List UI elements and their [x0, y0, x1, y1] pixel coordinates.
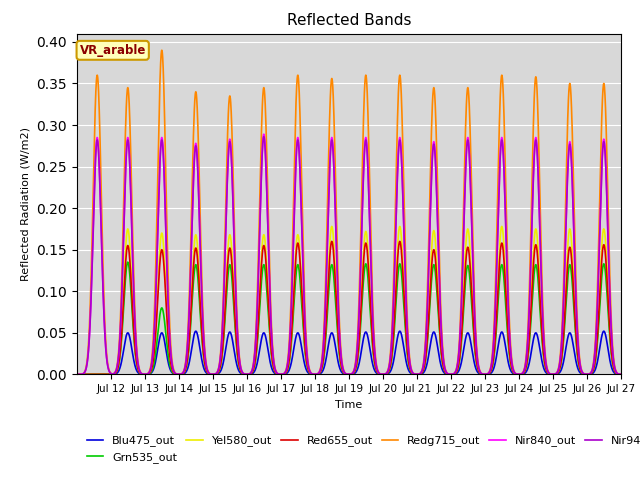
X-axis label: Time: Time	[335, 400, 362, 409]
Nir840_out	[611, 365, 619, 371]
Yel580_out	[419, 369, 426, 374]
Nir840_out	[260, 132, 268, 137]
Yel580_out	[467, 251, 474, 257]
Red655_out	[73, 372, 81, 377]
Nir945_out	[419, 367, 426, 372]
Y-axis label: Reflected Radiation (W/m2): Reflected Radiation (W/m2)	[20, 127, 31, 281]
Red655_out	[467, 269, 474, 275]
Grn535_out	[419, 369, 426, 375]
Blu475_out	[600, 328, 607, 334]
Yel580_out	[611, 368, 619, 373]
Blu475_out	[501, 340, 509, 346]
Red655_out	[396, 239, 404, 244]
Nir945_out	[617, 372, 625, 377]
Red655_out	[419, 369, 426, 374]
Blu475_out	[184, 364, 192, 370]
Redg715_out	[73, 372, 81, 377]
Blu475_out	[467, 337, 474, 343]
Line: Nir945_out: Nir945_out	[77, 137, 621, 374]
Grn535_out	[467, 284, 474, 289]
Blu475_out	[617, 372, 625, 377]
Redg715_out	[534, 108, 541, 114]
Nir945_out	[260, 134, 268, 140]
Grn535_out	[617, 372, 625, 377]
Nir840_out	[534, 162, 541, 168]
Nir945_out	[184, 332, 192, 337]
Nir840_out	[419, 366, 426, 372]
Blu475_out	[419, 371, 426, 376]
Redg715_out	[611, 364, 619, 370]
Redg715_out	[158, 48, 166, 53]
Nir840_out	[184, 331, 192, 337]
Blu475_out	[534, 334, 541, 340]
Nir945_out	[501, 204, 509, 210]
Redg715_out	[617, 372, 625, 377]
Nir945_out	[534, 164, 541, 170]
Red655_out	[617, 372, 625, 377]
Redg715_out	[501, 158, 509, 164]
Yel580_out	[501, 266, 509, 272]
Redg715_out	[184, 318, 192, 324]
Text: VR_arable: VR_arable	[79, 44, 146, 57]
Yel580_out	[73, 372, 81, 377]
Blu475_out	[611, 371, 619, 376]
Grn535_out	[73, 372, 81, 377]
Nir945_out	[73, 372, 81, 377]
Red655_out	[611, 368, 619, 374]
Nir840_out	[73, 372, 81, 377]
Line: Yel580_out: Yel580_out	[77, 227, 621, 374]
Grn535_out	[184, 351, 192, 357]
Grn535_out	[501, 293, 509, 299]
Yel580_out	[534, 243, 541, 249]
Grn535_out	[534, 275, 541, 280]
Red655_out	[501, 278, 509, 284]
Line: Grn535_out: Grn535_out	[77, 262, 621, 374]
Line: Nir840_out: Nir840_out	[77, 134, 621, 374]
Line: Red655_out: Red655_out	[77, 241, 621, 374]
Redg715_out	[467, 140, 474, 146]
Yel580_out	[498, 224, 506, 229]
Grn535_out	[611, 369, 619, 374]
Blu475_out	[73, 372, 81, 377]
Redg715_out	[419, 365, 426, 371]
Nir840_out	[617, 372, 625, 377]
Nir945_out	[467, 182, 474, 188]
Title: Reflected Bands: Reflected Bands	[287, 13, 411, 28]
Line: Redg715_out: Redg715_out	[77, 50, 621, 374]
Nir840_out	[467, 180, 474, 186]
Line: Blu475_out: Blu475_out	[77, 331, 621, 374]
Legend: Blu475_out, Grn535_out, Yel580_out, Red655_out, Redg715_out, Nir840_out, Nir945_: Blu475_out, Grn535_out, Yel580_out, Red6…	[83, 431, 640, 468]
Yel580_out	[184, 347, 192, 353]
Red655_out	[534, 257, 541, 263]
Yel580_out	[617, 372, 625, 377]
Grn535_out	[124, 259, 132, 265]
Nir840_out	[501, 203, 509, 209]
Red655_out	[184, 349, 192, 355]
Nir945_out	[611, 366, 619, 372]
